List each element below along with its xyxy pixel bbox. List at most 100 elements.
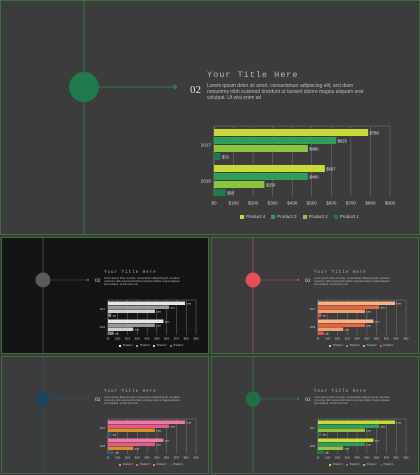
x-tick-label: $200: [335, 338, 341, 340]
data-label: $567: [326, 167, 336, 172]
x-tick-label: $800: [184, 338, 190, 340]
x-tick-label: $300: [135, 338, 141, 340]
x-tick-label: $400: [145, 457, 151, 459]
legend-swatch: [169, 464, 172, 466]
data-label: $480: [366, 311, 371, 313]
x-tick-label: $900: [193, 457, 199, 459]
thumbnail-chart: $0 $100 $200 $300 $400 $500 $600 $700 $800 $900 $7…: [100, 299, 199, 340]
data-label: $480: [309, 147, 319, 152]
bar: [214, 189, 226, 196]
thumbnail-green[interactable]: Your Title Here 02 Lorem ipsum dolor sit…: [211, 356, 419, 474]
thumbnail-title: Your Title Here: [104, 271, 157, 275]
x-tick-label: $0: [317, 338, 320, 340]
legend-swatch: [152, 345, 155, 347]
thumbnail-navy[interactable]: Your Title Here 02 Lorem ipsum dolor sit…: [1, 356, 209, 474]
x-tick-label: $900: [403, 338, 409, 340]
data-label: $480: [366, 325, 371, 327]
thumbnail-graphic: [211, 237, 419, 354]
legend-swatch: [362, 464, 365, 466]
data-label: $33: [113, 315, 117, 317]
x-tick-label: $400: [287, 201, 298, 206]
legend-swatch: [135, 345, 138, 347]
chart-legend: Product 4 Product 3 Product 2 Product 1: [240, 214, 359, 219]
legend-label: Product 2: [156, 345, 167, 347]
thumbnail-black[interactable]: Your Title Here 02 Lorem ipsum dolor sit…: [1, 237, 209, 354]
slide-background: [211, 237, 419, 354]
connector-dot: [172, 84, 178, 90]
legend-label: Product 2: [156, 464, 167, 466]
legend-label: Product 2: [366, 464, 377, 466]
data-label: $788: [187, 422, 192, 424]
data-label: $33: [323, 434, 327, 436]
x-tick-label: $400: [355, 338, 361, 340]
bar: [108, 424, 170, 428]
legend-swatch: [119, 464, 121, 466]
bar: [108, 331, 114, 335]
category-label: 2017: [310, 428, 316, 430]
legend-swatch: [362, 345, 365, 347]
legend-label: Product 1: [383, 464, 394, 466]
x-tick-label: $100: [325, 338, 331, 340]
thumbnail-red[interactable]: Your Title Here 02 Lorem ipsum dolor sit…: [211, 237, 419, 354]
x-tick-label: $700: [174, 338, 180, 340]
thumbnail-number: 02: [305, 278, 311, 284]
data-label: $480: [156, 325, 161, 327]
bar: [108, 309, 155, 313]
x-tick-label: $800: [394, 457, 400, 459]
legend-swatch: [379, 464, 382, 466]
thumbnail-body: Lorem ipsum dolor sit amet, consectetuer…: [104, 396, 180, 405]
bar: [108, 420, 186, 424]
data-label: $60: [115, 452, 119, 454]
bar: [318, 446, 344, 450]
x-tick-label: $100: [115, 338, 121, 340]
connector-dot: [296, 397, 300, 401]
slide-background: [211, 356, 419, 474]
legend-label: Product 3: [139, 345, 150, 347]
legend-label: Product 2: [308, 214, 328, 219]
x-tick-label: $900: [403, 457, 409, 459]
x-tick-label: $300: [345, 338, 351, 340]
data-label: $258: [266, 183, 276, 188]
legend-item: Product 4: [119, 345, 133, 347]
data-label: $33: [113, 434, 117, 436]
main-slide[interactable]: Your Title Here 02 Lorem ipsum dolor sit…: [0, 0, 420, 235]
legend-item: Product 4: [119, 464, 133, 466]
data-label: $258: [345, 329, 350, 331]
x-tick-label: $500: [364, 457, 370, 459]
legend-label: Product 4: [333, 345, 343, 347]
legend-item: Product 2: [362, 464, 377, 466]
bar: [108, 313, 112, 317]
legend-label: Product 1: [173, 345, 184, 347]
connector-dot: [86, 397, 90, 401]
x-tick-label: $300: [268, 201, 279, 206]
legend-item: Product 2: [152, 464, 167, 466]
accent-circle: [35, 272, 51, 288]
x-tick-label: $600: [326, 201, 337, 206]
legend-swatch: [169, 345, 172, 347]
thumbnail-body: Lorem ipsum dolor sit amet, consectetuer…: [314, 277, 390, 286]
x-tick-label: $800: [394, 338, 400, 340]
connector-dot: [296, 278, 300, 282]
data-label: $480: [156, 430, 161, 432]
legend-item: Product 2: [302, 214, 328, 219]
x-tick-label: $900: [385, 201, 396, 206]
bar: [318, 305, 380, 309]
data-label: $33: [222, 155, 230, 160]
data-label: $625: [381, 426, 386, 428]
x-tick-label: $700: [346, 201, 357, 206]
x-tick-label: $400: [355, 457, 361, 459]
bar: [108, 438, 164, 442]
x-tick-label: $600: [164, 338, 170, 340]
bar: [318, 323, 365, 327]
accent-circle: [35, 391, 51, 407]
legend-swatch: [152, 464, 155, 466]
category-label: 2016: [100, 327, 106, 329]
bar: [214, 129, 369, 136]
x-tick-label: $200: [335, 457, 341, 459]
accent-circle: [245, 391, 261, 407]
bar: [214, 153, 221, 160]
bar: [214, 137, 337, 144]
x-tick-label: $800: [365, 201, 376, 206]
category-label: 2017: [100, 428, 106, 430]
bar: [318, 450, 324, 454]
